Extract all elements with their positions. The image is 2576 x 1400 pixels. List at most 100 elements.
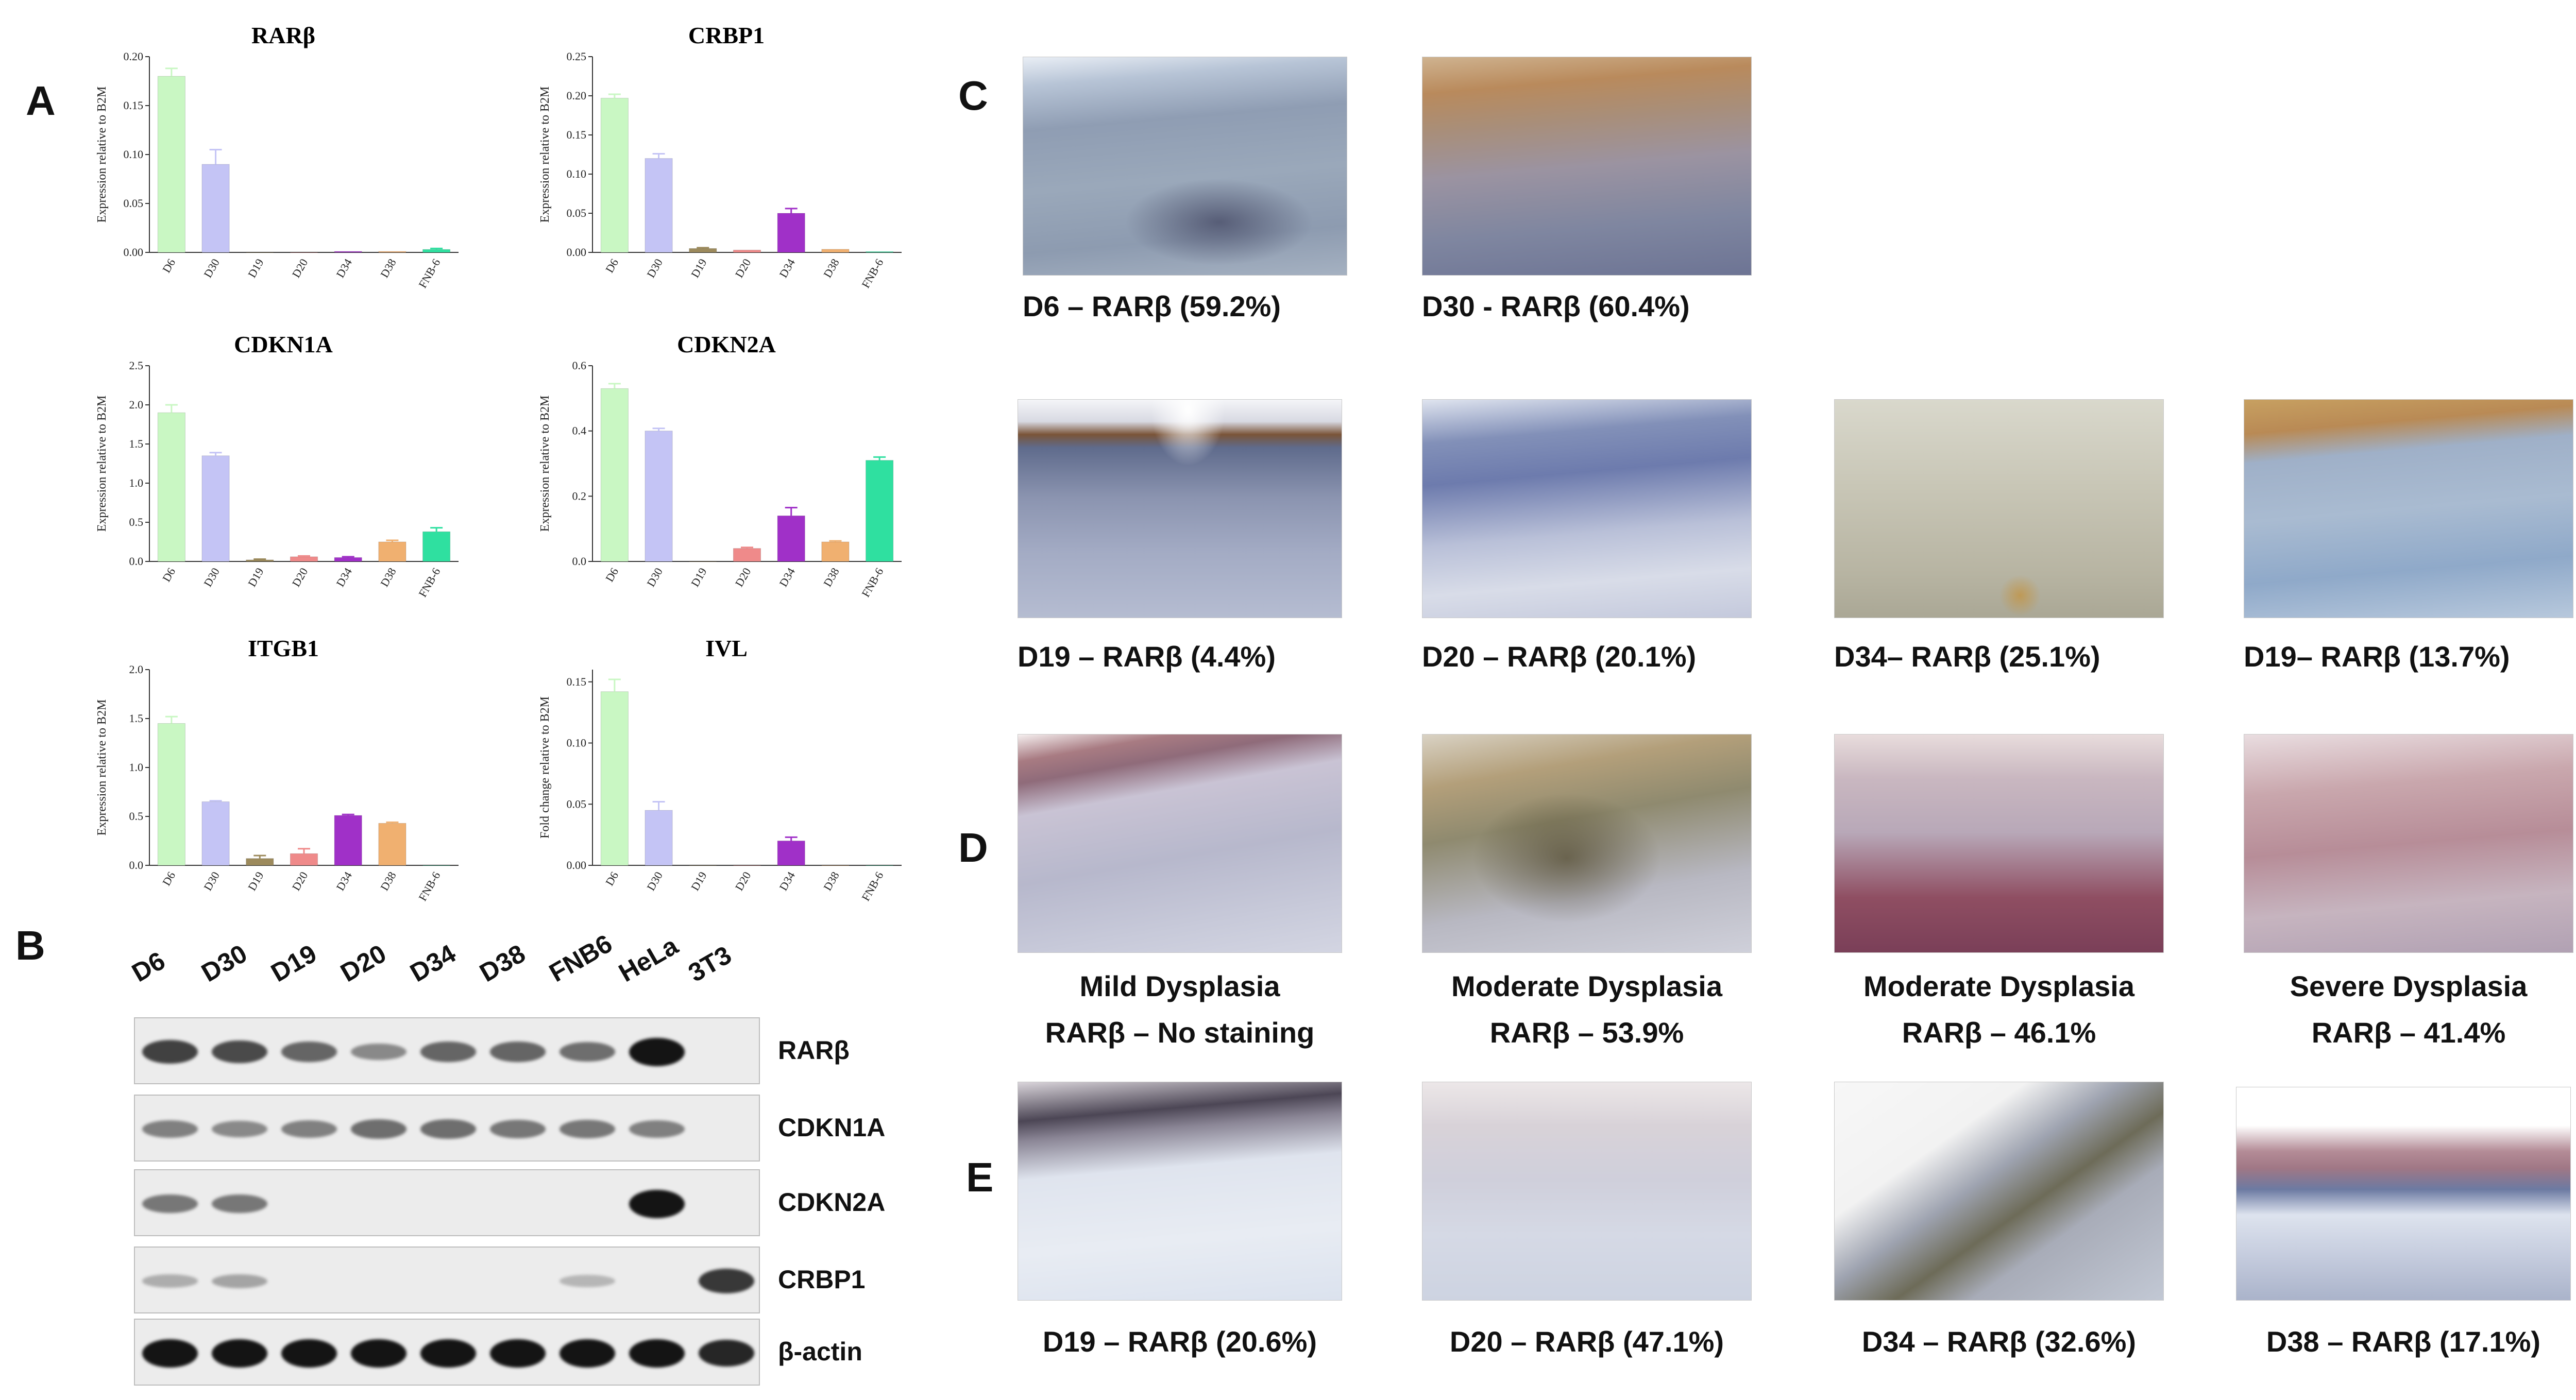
blot-band — [142, 1120, 198, 1138]
y-tick-label: 0.2 — [572, 489, 587, 502]
bar-D6 — [157, 723, 185, 866]
bar-FNB-6 — [866, 460, 894, 562]
chart-1: CRBP1 0.00 0.05 0.10 0.15 0.20 0.25 Expression … — [520, 21, 912, 312]
caption-c-d6: D6 – RARβ (59.2%) — [1023, 290, 1281, 322]
y-tick-label: 0.20 — [124, 50, 144, 63]
y-tick-label: 0.4 — [572, 424, 587, 437]
y-tick-label: 0.00 — [567, 246, 587, 259]
bar-D6 — [600, 388, 629, 562]
blot-band — [698, 1269, 754, 1293]
blot-row-label: CDKN1A — [778, 1113, 886, 1142]
blot-band — [281, 1120, 337, 1138]
chart-title: CRBP1 — [688, 22, 765, 48]
blot-band — [489, 1339, 546, 1368]
blot-band — [559, 1120, 615, 1138]
blot-row-4 — [134, 1319, 760, 1386]
x-tick-label: D19 — [245, 566, 266, 589]
micrograph-d-moderate-1 — [1422, 734, 1752, 953]
y-tick-label: 0.10 — [567, 737, 587, 749]
bar-D34 — [777, 515, 805, 562]
y-tick-label: 1.0 — [129, 761, 144, 774]
lane-label-D19: D19 — [266, 938, 321, 988]
blot-band — [211, 1120, 267, 1138]
x-tick-label: D20 — [733, 257, 754, 280]
bar-D19 — [246, 858, 274, 866]
blot-band — [420, 1339, 476, 1368]
x-tick-label: D30 — [201, 566, 222, 589]
blot-band — [629, 1189, 685, 1218]
micrograph-d-moderate-2 — [1834, 734, 2164, 953]
chart-title: IVL — [705, 635, 748, 661]
x-tick-label: D30 — [644, 566, 665, 589]
y-tick-label: 0.0 — [129, 859, 144, 872]
chart-5: IVL 0.00 0.05 0.10 0.15 Fold change relative … — [520, 634, 912, 925]
caption-c-d20: D20 – RARβ (20.1%) — [1422, 640, 1697, 673]
lane-label-D30: D30 — [196, 938, 252, 988]
y-axis-label: Expression relative to B2M — [95, 396, 109, 532]
bar-D20 — [733, 249, 761, 253]
bar-D19 — [689, 561, 717, 562]
blot-band — [211, 1274, 267, 1288]
bar-D20 — [290, 252, 318, 253]
blot-row-2 — [134, 1169, 760, 1236]
x-tick-label: D6 — [160, 257, 178, 275]
blot-row-0 — [134, 1017, 760, 1084]
x-tick-label: D38 — [378, 566, 399, 589]
chart-svg-3: CDKN2A 0.0 0.2 0.4 0.6 Expression relative to… — [538, 331, 902, 599]
y-tick-label: 2.0 — [129, 398, 144, 411]
bar-D20 — [733, 865, 761, 866]
chart-svg-4: ITGB1 0.0 0.5 1.0 1.5 2.0 Expression relative … — [95, 635, 459, 903]
x-tick-label: D34 — [776, 566, 798, 589]
y-axis-label: Expression relative to B2M — [538, 396, 552, 532]
bar-D20 — [290, 853, 318, 866]
caption-d-moderate-1-line2: RARβ – 53.9% — [1489, 1016, 1684, 1049]
x-tick-label: D19 — [245, 869, 266, 893]
caption-d-severe: Severe Dysplasia RARβ – 41.4% — [2244, 963, 2573, 1056]
bar-D38 — [378, 823, 406, 866]
blot-row-label: β-actin — [778, 1337, 862, 1366]
lane-label-D6: D6 — [127, 946, 170, 988]
x-tick-label: FNB-6 — [859, 257, 886, 290]
caption-d-moderate-1-line1: Moderate Dysplasia — [1451, 970, 1722, 1002]
x-tick-label: D20 — [290, 257, 311, 280]
x-tick-label: D38 — [821, 257, 842, 280]
bar-D30 — [645, 431, 673, 562]
y-tick-label: 1.5 — [129, 437, 144, 450]
y-tick-label: 1.5 — [129, 712, 144, 725]
y-tick-label: 2.5 — [129, 359, 144, 372]
micrograph-d-severe — [2244, 734, 2573, 953]
bar-D30 — [201, 801, 230, 866]
x-tick-label: D6 — [160, 566, 178, 584]
micrograph-e-d19 — [1018, 1082, 1342, 1301]
y-tick-label: 0.0 — [129, 555, 144, 568]
y-axis-label: Expression relative to B2M — [95, 699, 109, 836]
micrograph-c-d19-b — [2244, 399, 2573, 618]
y-tick-label: 0.15 — [124, 99, 144, 112]
y-tick-label: 0.00 — [124, 246, 144, 259]
y-tick-label: 0.6 — [572, 359, 587, 372]
lane-label-D20: D20 — [335, 938, 391, 988]
chart-3: CDKN2A 0.0 0.2 0.4 0.6 Expression relative to… — [520, 330, 912, 621]
x-tick-label: D34 — [333, 869, 354, 893]
caption-c-d34: D34– RARβ (25.1%) — [1834, 640, 2100, 673]
bar-D34 — [777, 841, 805, 866]
lane-label-HeLa: HeLa — [614, 931, 683, 988]
y-tick-label: 0.15 — [567, 675, 587, 688]
x-tick-label: D30 — [644, 257, 665, 280]
bar-FNB-6 — [866, 251, 894, 253]
bar-D6 — [157, 76, 185, 253]
caption-d-mild-line1: Mild Dysplasia — [1079, 970, 1280, 1002]
y-tick-label: 0.00 — [567, 859, 587, 872]
chart-0: RARβ 0.00 0.05 0.10 0.15 0.20 Expression relat… — [77, 21, 469, 312]
x-tick-label: D38 — [821, 566, 842, 589]
chart-title: CDKN2A — [677, 331, 776, 357]
x-tick-label: D6 — [603, 869, 621, 888]
x-tick-label: D34 — [776, 869, 798, 893]
bar-D38 — [821, 865, 850, 866]
blot-band — [142, 1039, 198, 1064]
lane-label-D38: D38 — [474, 938, 530, 988]
bar-D34 — [334, 557, 362, 562]
y-tick-label: 0.5 — [129, 810, 144, 823]
y-tick-label: 0.05 — [567, 207, 587, 219]
caption-e-d34: D34 – RARβ (32.6%) — [1861, 1325, 2137, 1358]
